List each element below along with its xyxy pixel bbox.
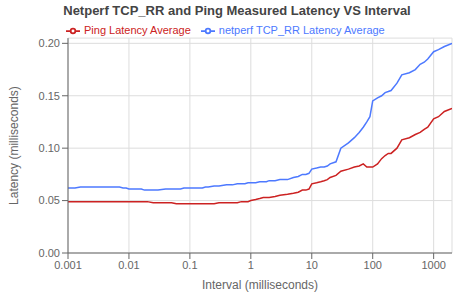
svg-text:0.20: 0.20 [39, 37, 60, 49]
svg-text:0.10: 0.10 [39, 142, 60, 154]
svg-text:Interval (milliseconds): Interval (milliseconds) [202, 278, 318, 292]
svg-text:0.15: 0.15 [39, 90, 60, 102]
svg-text:10: 10 [306, 259, 318, 271]
svg-text:0.00: 0.00 [39, 247, 60, 259]
svg-text:0.001: 0.001 [54, 259, 82, 271]
svg-text:0.1: 0.1 [182, 259, 197, 271]
svg-text:1: 1 [248, 259, 254, 271]
svg-text:100: 100 [364, 259, 382, 271]
svg-text:1000: 1000 [421, 259, 445, 271]
svg-text:0.05: 0.05 [39, 194, 60, 206]
svg-text:0.01: 0.01 [118, 259, 139, 271]
svg-text:Latency (milliseconds): Latency (milliseconds) [8, 86, 21, 205]
html-text:netperf TCP_RR Latency Average: netperf TCP_RR Latency Average [218, 24, 385, 36]
html-text:Netperf TCP_RR and Ping Measur: Netperf TCP_RR and Ping Measured Latency… [63, 3, 411, 18]
html-text:Ping Latency Average: Ping Latency Average [84, 24, 191, 36]
